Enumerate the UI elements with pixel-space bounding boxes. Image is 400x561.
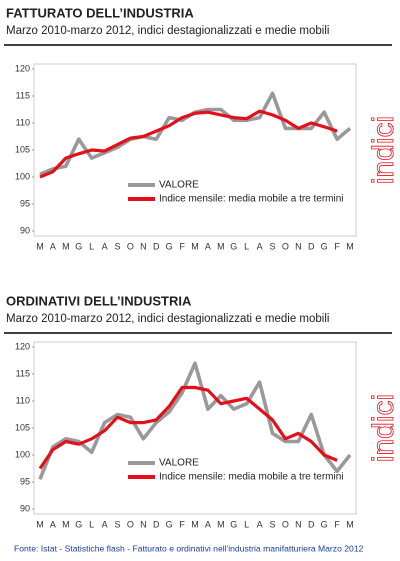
x-tick-label: D bbox=[153, 241, 160, 251]
x-tick-label: M bbox=[191, 519, 199, 529]
y-tick-label: 110 bbox=[16, 395, 30, 405]
x-tick-label: G bbox=[321, 519, 328, 529]
x-tick-label: M bbox=[217, 241, 225, 251]
x-tick-label: G bbox=[230, 241, 237, 251]
x-tick-label: F bbox=[179, 519, 185, 529]
series-line bbox=[39, 91, 352, 176]
side-label: indici bbox=[367, 394, 400, 462]
legend-label: Indice mensile: media mobile a tre termi… bbox=[159, 194, 344, 205]
side-label: indici bbox=[367, 116, 400, 184]
x-tick-label: A bbox=[257, 241, 263, 251]
chart-subtitle: Marzo 2010-marzo 2012, indici destagiona… bbox=[6, 313, 329, 325]
y-tick-label: 95 bbox=[20, 476, 30, 486]
x-tick-label: S bbox=[269, 241, 275, 251]
x-tick-label: M bbox=[36, 241, 44, 251]
y-tick-label: 90 bbox=[20, 225, 30, 235]
x-tick-label: D bbox=[153, 519, 160, 529]
x-tick-label: S bbox=[114, 519, 120, 529]
y-tick-label: 120 bbox=[15, 341, 30, 351]
y-tick-label: 115 bbox=[16, 90, 30, 100]
x-tick-label: F bbox=[334, 519, 340, 529]
x-tick-label: L bbox=[89, 241, 94, 251]
x-tick-label: A bbox=[50, 519, 56, 529]
x-tick-label: N bbox=[295, 241, 302, 251]
x-tick-label: A bbox=[102, 519, 108, 529]
source: Fonte: Istat - Statistiche flash - Fattu… bbox=[14, 543, 364, 553]
chart-title: ORDINATIVI DELL’INDUSTRIA bbox=[6, 293, 192, 308]
x-tick-label: M bbox=[62, 519, 70, 529]
y-tick-label: 115 bbox=[16, 368, 30, 378]
y-tick-label: 95 bbox=[20, 198, 30, 208]
y-tick-label: 105 bbox=[15, 422, 30, 432]
x-tick-label: M bbox=[217, 519, 225, 529]
x-tick-label: A bbox=[205, 519, 211, 529]
x-tick-label: M bbox=[346, 519, 354, 529]
series-line bbox=[38, 361, 352, 480]
x-tick-label: G bbox=[230, 519, 237, 529]
x-tick-label: A bbox=[102, 241, 108, 251]
x-tick-label: G bbox=[75, 519, 82, 529]
x-tick-label: O bbox=[127, 241, 134, 251]
x-tick-label: N bbox=[295, 519, 302, 529]
x-tick-label: D bbox=[308, 241, 315, 251]
x-tick-label: M bbox=[346, 241, 354, 251]
x-tick-label: F bbox=[179, 241, 185, 251]
x-tick-label: G bbox=[75, 241, 82, 251]
x-tick-label: D bbox=[308, 519, 315, 529]
y-tick-label: 100 bbox=[15, 171, 30, 181]
x-tick-label: G bbox=[321, 241, 328, 251]
x-tick-label: F bbox=[334, 241, 340, 251]
y-tick-label: 90 bbox=[20, 503, 30, 513]
x-tick-label: O bbox=[127, 519, 134, 529]
y-tick-label: 105 bbox=[15, 144, 30, 154]
legend-label: VALORE bbox=[159, 180, 199, 191]
plot-frame bbox=[33, 63, 357, 237]
legend-label: Indice mensile: media mobile a tre termi… bbox=[159, 472, 344, 483]
x-tick-label: S bbox=[269, 519, 275, 529]
x-tick-label: G bbox=[166, 241, 173, 251]
y-tick-label: 100 bbox=[15, 449, 30, 459]
x-tick-label: S bbox=[114, 241, 120, 251]
legend-label: VALORE bbox=[159, 458, 199, 469]
x-tick-label: N bbox=[140, 241, 147, 251]
x-tick-label: M bbox=[36, 519, 44, 529]
x-tick-label: A bbox=[50, 241, 56, 251]
y-tick-label: 120 bbox=[15, 63, 30, 73]
series-line bbox=[39, 109, 338, 179]
x-tick-label: G bbox=[166, 519, 173, 529]
series-line bbox=[38, 385, 338, 470]
x-tick-label: L bbox=[244, 519, 249, 529]
x-tick-label: A bbox=[205, 241, 211, 251]
x-tick-label: O bbox=[282, 241, 289, 251]
x-tick-label: L bbox=[89, 519, 94, 529]
x-tick-label: N bbox=[140, 519, 147, 529]
x-tick-label: A bbox=[257, 519, 263, 529]
y-tick-label: 110 bbox=[16, 117, 30, 127]
x-tick-label: O bbox=[282, 519, 289, 529]
chart-subtitle: Marzo 2010-marzo 2012, indici destagiona… bbox=[6, 25, 329, 37]
x-tick-label: M bbox=[62, 241, 70, 251]
x-tick-label: L bbox=[244, 241, 249, 251]
x-tick-label: M bbox=[191, 241, 199, 251]
chart-title: FATTURATO DELL’INDUSTRIA bbox=[6, 5, 194, 20]
